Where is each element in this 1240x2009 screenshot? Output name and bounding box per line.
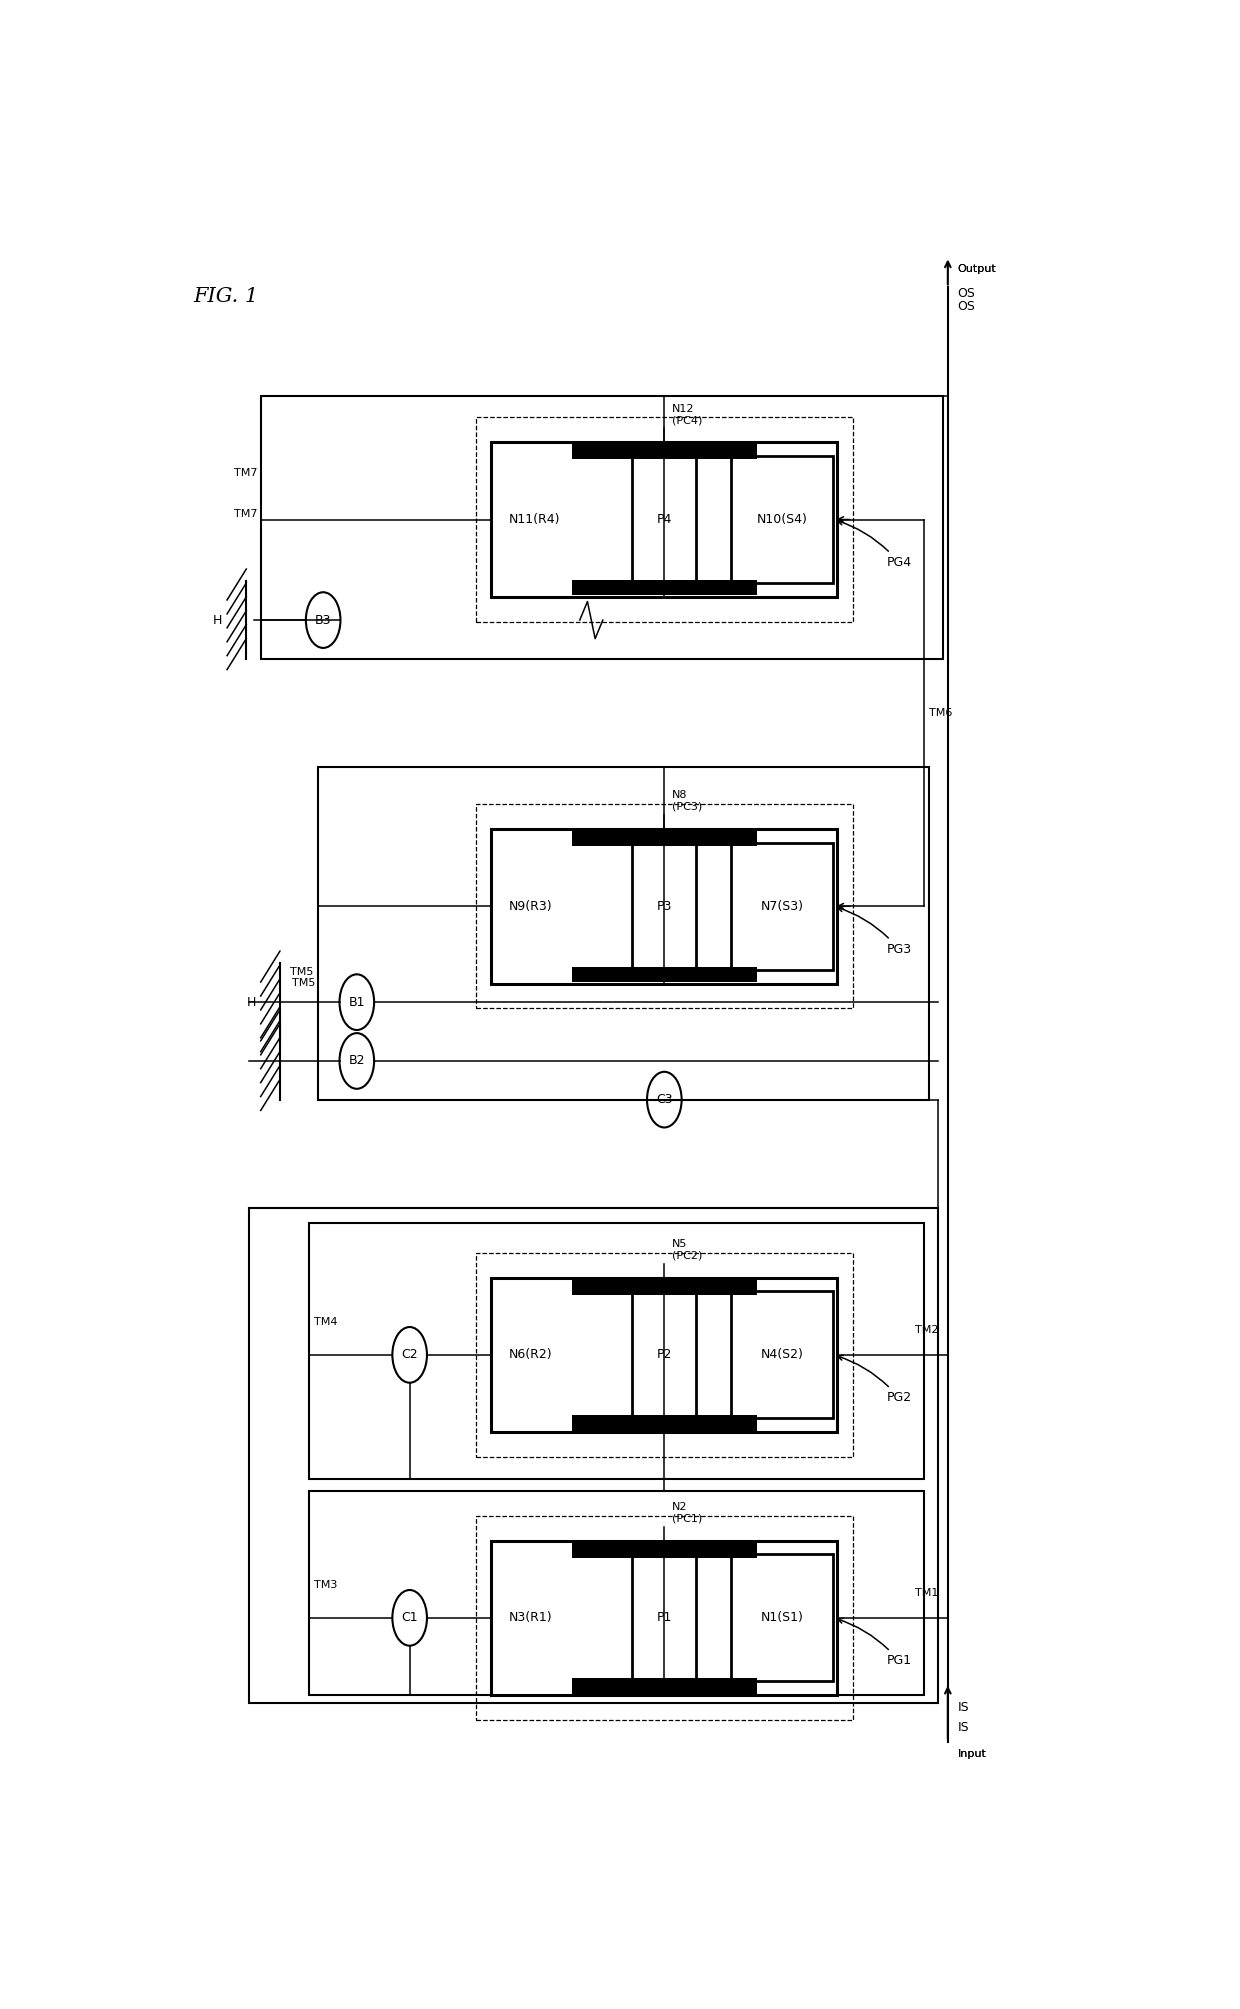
- Text: IS: IS: [957, 1702, 970, 1714]
- Bar: [491, 1541, 837, 1696]
- Bar: [309, 1491, 924, 1696]
- Bar: [572, 581, 756, 595]
- Text: P2: P2: [657, 1348, 672, 1362]
- Text: N2
(PC1): N2 (PC1): [672, 1503, 702, 1523]
- Text: P3: P3: [657, 900, 672, 912]
- Bar: [476, 418, 853, 621]
- Bar: [572, 830, 756, 846]
- Bar: [572, 1414, 756, 1430]
- Text: C3: C3: [656, 1093, 672, 1107]
- Text: N3(R1): N3(R1): [508, 1611, 552, 1625]
- Text: TM3: TM3: [314, 1579, 337, 1589]
- Text: N9(R3): N9(R3): [508, 900, 552, 912]
- Text: N11(R4): N11(R4): [508, 512, 560, 526]
- Bar: [732, 1555, 833, 1682]
- Bar: [572, 966, 756, 982]
- Bar: [572, 1678, 756, 1694]
- Text: Input: Input: [957, 1750, 986, 1760]
- Text: PG1: PG1: [838, 1619, 911, 1667]
- Text: N12
(PC4): N12 (PC4): [672, 404, 702, 426]
- Text: TM5: TM5: [293, 978, 315, 988]
- Bar: [249, 1207, 939, 1704]
- Text: TM2: TM2: [915, 1326, 939, 1336]
- Text: N6(R2): N6(R2): [508, 1348, 552, 1362]
- Text: B1: B1: [348, 996, 365, 1009]
- Text: N8
(PC3): N8 (PC3): [672, 790, 702, 812]
- Text: N1(S1): N1(S1): [761, 1611, 804, 1625]
- Bar: [732, 456, 833, 583]
- Text: TM1: TM1: [915, 1587, 939, 1597]
- Bar: [632, 1292, 697, 1418]
- Bar: [491, 442, 837, 597]
- Text: PG4: PG4: [838, 520, 911, 569]
- Text: Output: Output: [957, 263, 996, 273]
- Text: N5
(PC2): N5 (PC2): [672, 1240, 702, 1260]
- Bar: [476, 804, 853, 1009]
- Text: N4(S2): N4(S2): [761, 1348, 804, 1362]
- Bar: [572, 1280, 756, 1294]
- Text: N7(S3): N7(S3): [761, 900, 804, 912]
- Bar: [476, 1254, 853, 1457]
- Text: C2: C2: [402, 1348, 418, 1362]
- Text: TM4: TM4: [314, 1318, 337, 1328]
- Bar: [632, 456, 697, 583]
- Text: OS: OS: [957, 287, 976, 299]
- Text: Output: Output: [957, 265, 996, 275]
- Text: TM5: TM5: [290, 966, 314, 976]
- Bar: [632, 844, 697, 970]
- Text: C1: C1: [402, 1611, 418, 1625]
- Bar: [319, 767, 929, 1099]
- Bar: [732, 1292, 833, 1418]
- Bar: [260, 396, 942, 659]
- Text: TM7: TM7: [234, 508, 258, 518]
- Text: N10(S4): N10(S4): [756, 512, 808, 526]
- Text: PG2: PG2: [838, 1356, 911, 1404]
- Text: TM6: TM6: [929, 707, 952, 717]
- Bar: [572, 444, 756, 460]
- Text: P4: P4: [657, 512, 672, 526]
- Bar: [572, 1543, 756, 1557]
- Bar: [476, 1515, 853, 1720]
- Bar: [491, 1278, 837, 1432]
- Text: P1: P1: [657, 1611, 672, 1625]
- Bar: [491, 830, 837, 984]
- Text: B3: B3: [315, 613, 331, 627]
- Text: IS: IS: [957, 1722, 970, 1734]
- Bar: [732, 844, 833, 970]
- Text: Input: Input: [957, 1750, 986, 1760]
- Text: FIG. 1: FIG. 1: [193, 287, 259, 307]
- Text: OS: OS: [957, 299, 976, 313]
- Bar: [309, 1223, 924, 1479]
- Text: TM7: TM7: [234, 468, 258, 478]
- Text: PG3: PG3: [838, 906, 911, 956]
- Text: H: H: [247, 996, 255, 1009]
- Text: B2: B2: [348, 1055, 365, 1067]
- Text: H: H: [213, 613, 222, 627]
- Bar: [632, 1555, 697, 1682]
